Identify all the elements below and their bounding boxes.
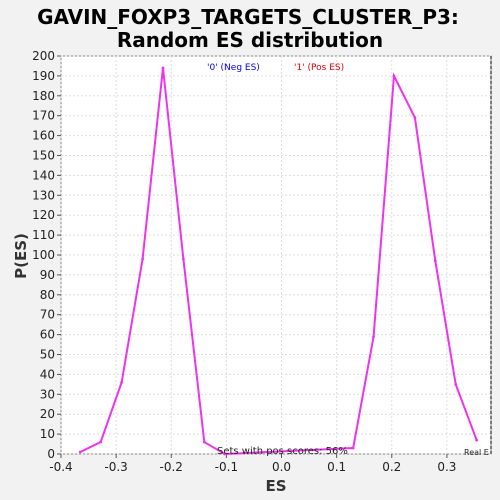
chart-title-line2: Random ES distribution <box>117 28 383 52</box>
y-tick-label: 70 <box>40 308 55 322</box>
data-point <box>475 438 479 442</box>
y-tick-label: 140 <box>32 168 55 182</box>
data-point <box>181 257 185 261</box>
y-tick-label: 130 <box>32 188 55 202</box>
y-tick-label: 30 <box>40 387 55 401</box>
x-tick-label: -0.1 <box>215 460 238 474</box>
x-tick-label: -0.3 <box>104 460 127 474</box>
y-tick-label: 100 <box>32 248 55 262</box>
data-point <box>78 450 82 454</box>
x-tick-label: 0.0 <box>272 460 291 474</box>
data-point <box>99 440 103 444</box>
x-tick-label: -0.4 <box>49 460 72 474</box>
y-tick-label: 10 <box>40 427 55 441</box>
y-axis-label: P(ES) <box>12 233 30 279</box>
y-tick-label: 60 <box>40 328 55 342</box>
y-tick-label: 40 <box>40 367 55 381</box>
y-tick-label: 90 <box>40 268 55 282</box>
data-point <box>454 382 458 386</box>
pos-score-annotation: Sets with pos scores: 56% <box>217 446 348 457</box>
y-tick-label: 150 <box>32 149 55 163</box>
distribution-points <box>78 66 479 456</box>
legend-pos-es: '1' (Pos ES) <box>294 63 344 73</box>
x-tick-label: 0.1 <box>327 460 346 474</box>
x-axis-ticks: -0.4 -0.3 -0.2 -0.1 0.0 0.1 0.2 0.3 <box>49 454 456 474</box>
x-tick-label: -0.2 <box>160 460 183 474</box>
data-point <box>433 259 437 263</box>
data-point <box>161 66 165 70</box>
y-tick-label: 180 <box>32 89 55 103</box>
data-point <box>351 446 355 450</box>
y-tick-label: 80 <box>40 288 55 302</box>
data-point <box>392 74 396 78</box>
data-point <box>413 116 417 120</box>
x-tick-label: 0.2 <box>382 460 401 474</box>
y-tick-label: 190 <box>32 69 55 83</box>
x-axis-label: ES <box>265 477 286 495</box>
y-tick-label: 170 <box>32 109 55 123</box>
y-tick-label: 160 <box>32 129 55 143</box>
y-tick-label: 120 <box>32 208 55 222</box>
data-point <box>202 440 206 444</box>
y-tick-label: 200 <box>32 49 55 63</box>
data-point <box>141 257 144 261</box>
y-tick-label: 110 <box>32 228 55 242</box>
real-es-label: Real E <box>464 448 489 457</box>
data-point <box>372 335 375 338</box>
data-point <box>120 380 124 384</box>
plot-area <box>60 55 492 455</box>
x-tick-label: 0.3 <box>437 460 456 474</box>
y-tick-label: 20 <box>40 407 55 421</box>
y-tick-label: 50 <box>40 348 55 362</box>
chart-title-line1: GAVIN_FOXP3_TARGETS_CLUSTER_P3: <box>37 5 459 29</box>
data-point <box>223 452 227 456</box>
legend-neg-es: '0' (Neg ES) <box>207 63 260 73</box>
y-tick-label: 0 <box>47 447 55 461</box>
y-axis-ticks: 0 10 20 30 40 50 60 70 80 90 100 110 120 130 140 150 160… <box>32 49 61 461</box>
